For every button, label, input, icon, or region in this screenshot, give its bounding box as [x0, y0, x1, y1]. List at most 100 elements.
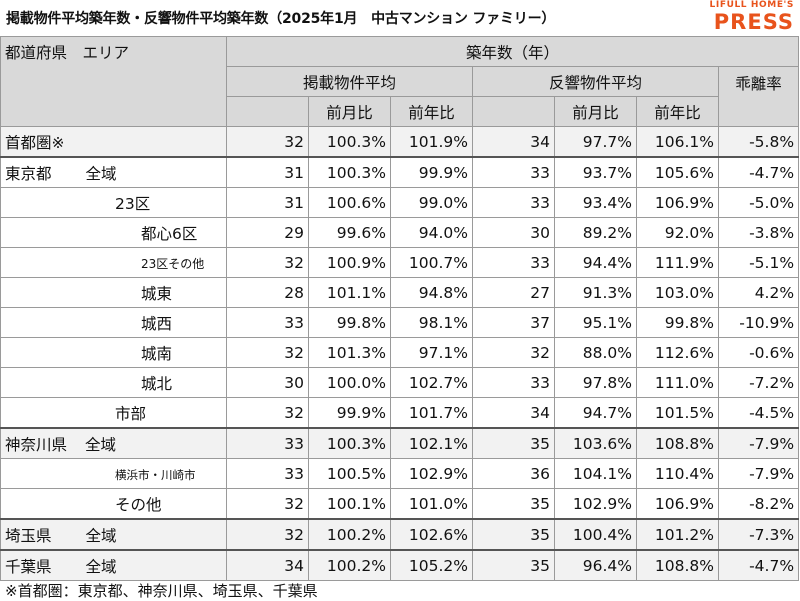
- cell-l-mom: 100.5%: [308, 458, 391, 489]
- cell-l-yoy: 102.1%: [390, 427, 473, 459]
- cell-r-avg: 33: [472, 156, 555, 188]
- header-listing-avg: 掲載物件平均: [226, 66, 473, 97]
- cell-dev: -3.8%: [717, 217, 800, 248]
- cell-dev: -0.6%: [717, 337, 800, 368]
- header-response-avg: 反響物件平均: [472, 66, 719, 97]
- cell-r-yoy: 106.9%: [636, 488, 719, 520]
- cell-dev: -10.9%: [717, 307, 800, 338]
- cell-r-avg: 33: [472, 247, 555, 278]
- table-row: 都心6区 29 99.6% 94.0% 30 89.2% 92.0% -3.8%: [0, 217, 800, 248]
- header-building-age: 築年数（年）: [225, 36, 800, 67]
- cell-l-yoy: 102.7%: [390, 367, 473, 398]
- table-row: 埼玉県 全域 32 100.2% 102.6% 35 100.4% 101.2% -7.3%: [0, 518, 800, 551]
- table-body: 首都圏※ 32 100.3% 101.9% 34 97.7% 106.1% -5.8% 東京都全…: [0, 126, 800, 581]
- table-row: 23区 31 100.6% 99.0% 33 93.4% 106.9% -5.0%: [0, 187, 800, 218]
- cell-l-mom: 100.2%: [308, 518, 391, 551]
- cell-r-avg: 32: [472, 337, 555, 368]
- cell-l-mom: 100.9%: [308, 247, 391, 278]
- table-row: 首都圏※ 32 100.3% 101.9% 34 97.7% 106.1% -5.8%: [0, 126, 800, 158]
- cell-r-yoy: 101.2%: [636, 518, 719, 551]
- row-label: 23区その他: [0, 247, 227, 278]
- cell-l-avg: 31: [226, 156, 309, 188]
- row-area: 市部: [115, 404, 147, 423]
- cell-l-mom: 100.0%: [308, 367, 391, 398]
- table-row: 23区その他 32 100.9% 100.7% 33 94.4% 111.9% -5.1%: [0, 247, 800, 278]
- cell-l-yoy: 101.0%: [390, 488, 473, 520]
- cell-r-yoy: 99.8%: [636, 307, 719, 338]
- cell-dev: -7.2%: [717, 367, 800, 398]
- cell-l-mom: 100.2%: [308, 549, 391, 581]
- building-age-table: 都道府県 エリア 築年数（年） 掲載物件平均 反響物件平均 乖離率 前月比 前年…: [0, 36, 800, 581]
- cell-l-yoy: 98.1%: [390, 307, 473, 338]
- header-response-mom: 前月比: [554, 96, 637, 127]
- row-label: 東京都 全域: [0, 156, 227, 188]
- cell-l-mom: 99.6%: [308, 217, 391, 248]
- row-label: 神奈川県 全域: [0, 427, 227, 459]
- cell-l-avg: 32: [226, 247, 309, 278]
- cell-r-yoy: 106.1%: [636, 126, 719, 158]
- row-area: 横浜市・川崎市: [115, 467, 196, 482]
- cell-l-yoy: 97.1%: [390, 337, 473, 368]
- cell-dev: -4.7%: [717, 156, 800, 188]
- table-row: 千葉県 全域 34 100.2% 105.2% 35 96.4% 108.8% -4.7%: [0, 549, 800, 581]
- cell-l-mom: 100.3%: [308, 156, 391, 188]
- cell-r-avg: 33: [472, 187, 555, 218]
- cell-l-avg: 29: [226, 217, 309, 248]
- logo-top-text: LIFULL HOME'S: [709, 0, 794, 10]
- cell-dev: -4.5%: [717, 397, 800, 429]
- cell-r-avg: 37: [472, 307, 555, 338]
- row-area: 城南: [141, 344, 173, 363]
- cell-r-yoy: 105.6%: [636, 156, 719, 188]
- row-label: 23区: [0, 187, 227, 218]
- cell-l-yoy: 105.2%: [390, 549, 473, 581]
- cell-r-avg: 30: [472, 217, 555, 248]
- row-label: 首都圏※: [0, 126, 227, 158]
- cell-r-avg: 27: [472, 277, 555, 308]
- table-row: 市部 32 99.9% 101.7% 34 94.7% 101.5% -4.5%: [0, 397, 800, 429]
- cell-l-mom: 101.3%: [308, 337, 391, 368]
- cell-r-avg: 33: [472, 367, 555, 398]
- cell-dev: -4.7%: [717, 549, 800, 581]
- cell-r-yoy: 108.8%: [636, 549, 719, 581]
- cell-l-yoy: 94.0%: [390, 217, 473, 248]
- cell-dev: -7.3%: [717, 518, 800, 551]
- row-pref: 神奈川県: [5, 435, 68, 454]
- row-area: 全域: [85, 526, 117, 545]
- row-area: その他: [115, 495, 162, 514]
- cell-l-avg: 32: [226, 126, 309, 158]
- cell-r-mom: 93.7%: [554, 156, 637, 188]
- cell-l-avg: 28: [226, 277, 309, 308]
- table-row: 東京都 全域 31 100.3% 99.9% 33 93.7% 105.6% -4.7%: [0, 156, 800, 188]
- cell-r-avg: 35: [472, 518, 555, 551]
- table-row: 城西 33 99.8% 98.1% 37 95.1% 99.8% -10.9%: [0, 307, 800, 338]
- cell-r-mom: 94.7%: [554, 397, 637, 429]
- row-area: 都心6区: [141, 224, 198, 243]
- cell-l-yoy: 101.9%: [390, 126, 473, 158]
- cell-dev: -7.9%: [717, 458, 800, 489]
- cell-l-avg: 32: [226, 518, 309, 551]
- cell-dev: -5.1%: [717, 247, 800, 278]
- logo-main-text: PRESS: [713, 10, 794, 34]
- row-label: その他: [0, 488, 227, 520]
- cell-l-avg: 31: [226, 187, 309, 218]
- cell-r-yoy: 108.8%: [636, 427, 719, 459]
- row-area: 城東: [141, 284, 173, 303]
- cell-r-yoy: 92.0%: [636, 217, 719, 248]
- cell-r-mom: 95.1%: [554, 307, 637, 338]
- row-label: 千葉県 全域: [0, 549, 227, 581]
- row-pref: 首都圏※: [5, 133, 65, 152]
- table-row: その他 32 100.1% 101.0% 35 102.9% 106.9% -8.2%: [0, 488, 800, 520]
- cell-l-avg: 33: [226, 307, 309, 338]
- cell-l-mom: 99.8%: [308, 307, 391, 338]
- cell-r-yoy: 111.0%: [636, 367, 719, 398]
- row-label: 城南: [0, 337, 227, 368]
- header-listing-yoy: 前年比: [390, 96, 473, 127]
- cell-r-mom: 104.1%: [554, 458, 637, 489]
- table-row: 横浜市・川崎市 33 100.5% 102.9% 36 104.1% 110.4% -7.9%: [0, 458, 800, 489]
- table-row: 城東 28 101.1% 94.8% 27 91.3% 103.0% 4.2%: [0, 277, 800, 308]
- cell-dev: -5.0%: [717, 187, 800, 218]
- title-bar: 掲載物件平均築年数・反響物件平均築年数（2025年1月 中古マンション ファミリ…: [0, 0, 800, 36]
- header-pref-area: 都道府県 エリア: [0, 36, 227, 127]
- cell-l-avg: 32: [226, 397, 309, 429]
- table-row: 城北 30 100.0% 102.7% 33 97.8% 111.0% -7.2%: [0, 367, 800, 398]
